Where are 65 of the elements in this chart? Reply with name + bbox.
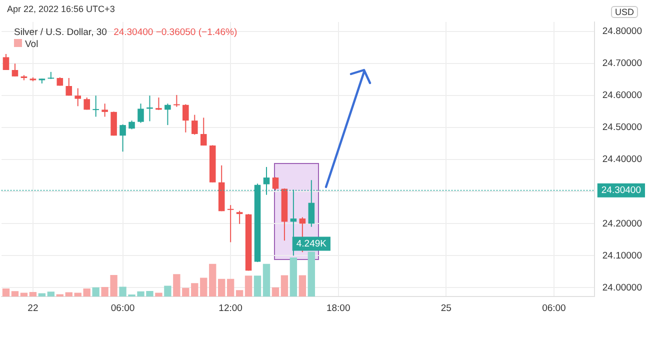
y-tick-label: 24.80000 [602, 26, 642, 38]
bar [272, 287, 280, 297]
text: 24.30400 −0.36050 (−1.46%) [114, 27, 238, 38]
ref-line-label: 24.30400 [601, 184, 641, 196]
candlestick [174, 94, 180, 108]
candlestick [74, 88, 82, 107]
y-tick-label: 24.00000 [602, 282, 642, 294]
data-label: 4.249K [296, 238, 328, 250]
bar [290, 258, 298, 297]
candlestick [92, 95, 99, 118]
bar [209, 264, 216, 297]
candlestick [182, 104, 189, 133]
x-tick-label: 25 [440, 302, 452, 314]
y-tick-label: 24.50000 [602, 122, 642, 134]
bar [218, 278, 226, 297]
bar [38, 293, 46, 297]
x-tick-label: 06:00 [110, 302, 135, 314]
y-tick-label: 24.20000 [602, 218, 642, 230]
candlestick [12, 63, 18, 77]
bar [226, 278, 234, 297]
y-tick-label: 24.40000 [602, 154, 642, 166]
y-tick-label: 24.60000 [602, 90, 642, 102]
bar [244, 276, 252, 297]
candlestick [191, 114, 198, 136]
bar [308, 252, 316, 297]
candlestick [2, 54, 10, 71]
bar [298, 275, 306, 297]
text: Silver / U.S. Dollar, 30 [14, 27, 107, 38]
bar [155, 292, 162, 297]
bar [2, 288, 10, 297]
candlestick [236, 210, 243, 224]
candlestick [227, 204, 234, 243]
y-tick-label: 24.10000 [602, 250, 642, 262]
bar [200, 278, 208, 297]
x-tick-label: 06:00 [542, 302, 566, 314]
x-tick-label: 22 [28, 302, 38, 314]
x-tick-label: 18:00 [326, 302, 350, 314]
y-tick-label: 24.70000 [602, 58, 642, 70]
bar [29, 292, 37, 297]
bar [65, 292, 72, 297]
bar [254, 276, 262, 297]
candlestick [66, 78, 72, 96]
bar [262, 264, 270, 297]
bar [236, 290, 244, 297]
bar [83, 288, 90, 297]
y-axis-title: USD [610, 6, 638, 18]
bar [74, 292, 82, 297]
legend-label: Vol [24, 39, 38, 50]
bar [20, 292, 28, 297]
x-tick-label: 12:00 [218, 302, 242, 314]
candlestick [156, 97, 162, 111]
candlestick [272, 176, 279, 191]
bar [47, 292, 55, 297]
candlestick [110, 111, 117, 136]
text: Apr 22, 2022 16:56 UTC+3 [7, 4, 115, 14]
candlestick [120, 124, 126, 152]
candlestick [164, 103, 171, 126]
bar [164, 286, 172, 297]
bar [11, 291, 19, 297]
bar [92, 287, 100, 297]
candlestick [102, 103, 108, 118]
candlestick [200, 117, 207, 146]
bar [280, 275, 288, 297]
candlestick [138, 103, 144, 124]
candlestick [84, 97, 90, 110]
